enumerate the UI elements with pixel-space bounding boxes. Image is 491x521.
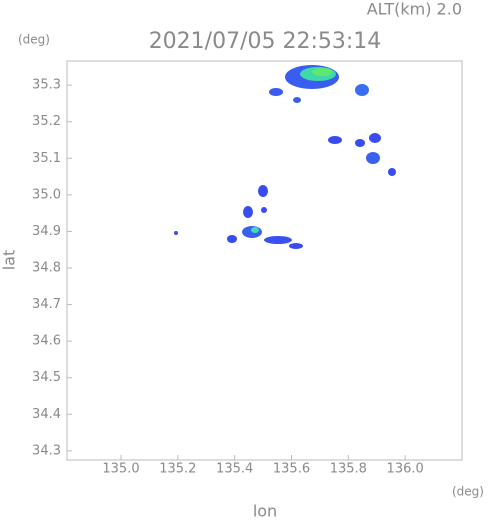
x-unit: (deg) [452, 485, 484, 499]
y-tick-label: 34.3 [32, 443, 61, 458]
x-tick-label: 135.2 [159, 462, 196, 477]
y-tick-label: 34.8 [32, 260, 61, 275]
echo [174, 231, 178, 235]
echo [293, 97, 301, 103]
echo [243, 206, 253, 218]
x-tick-label: 135.4 [216, 462, 253, 477]
y-unit: (deg) [18, 33, 50, 47]
echo [328, 136, 342, 144]
y-tick-label: 34.7 [32, 297, 61, 312]
echo [388, 168, 396, 176]
echo [312, 68, 332, 76]
x-tick-label: 135.0 [102, 462, 139, 477]
echo [251, 227, 259, 233]
chart-title: 2021/07/05 22:53:14 [149, 29, 382, 54]
y-tick-label: 35.0 [32, 187, 61, 202]
x-tick-label: 135.8 [330, 462, 367, 477]
y-tick-label: 35.2 [32, 114, 61, 129]
y-tick-label: 34.9 [32, 224, 61, 239]
echo [289, 243, 303, 249]
echo [355, 84, 369, 96]
echoes [174, 65, 396, 249]
y-axis-label: lat [0, 250, 19, 271]
x-axis-label: lon [253, 502, 277, 521]
y-tick-label: 34.5 [32, 370, 61, 385]
y-tick-label: 34.6 [32, 334, 61, 349]
echo [264, 236, 292, 244]
altitude-label: ALT(km) 2.0 [367, 0, 462, 19]
y-tick-label: 34.4 [32, 407, 61, 422]
echo [355, 139, 365, 147]
y-tick-label: 35.1 [32, 151, 61, 166]
echo [258, 185, 268, 197]
echo [227, 235, 237, 243]
echo [242, 226, 262, 238]
echo [369, 133, 381, 143]
echo [366, 152, 380, 164]
plot-frame [66, 60, 463, 461]
x-tick-label: 135.6 [273, 462, 310, 477]
echo [261, 207, 267, 213]
echo [269, 88, 283, 96]
y-tick-label: 35.3 [32, 78, 61, 93]
x-tick-label: 136.0 [387, 462, 424, 477]
